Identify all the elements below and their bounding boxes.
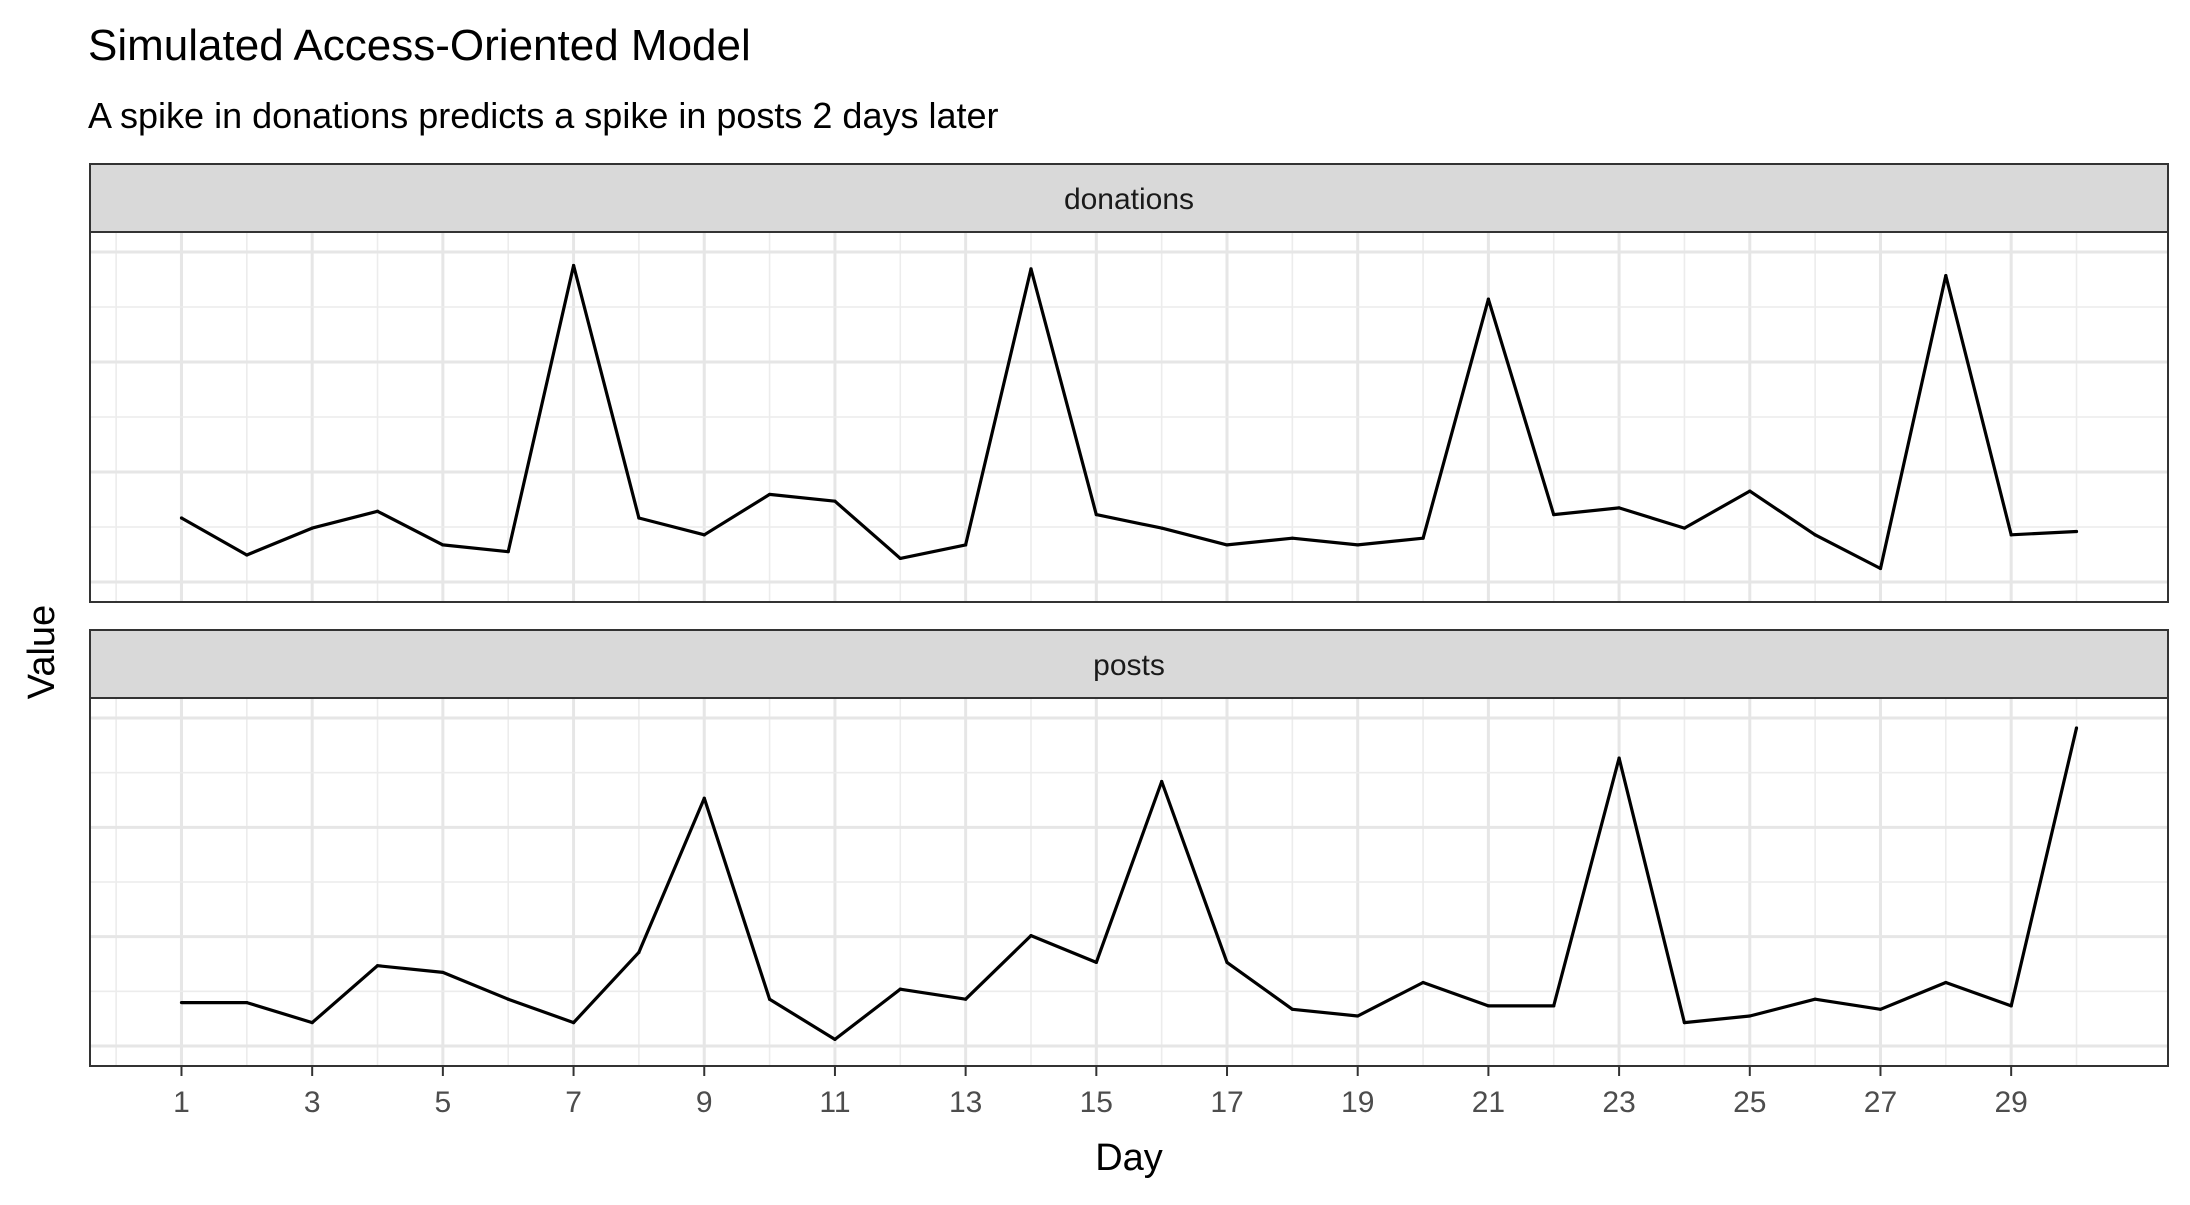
data-point [2009,533,2013,537]
data-point [1290,1007,1294,1011]
data-point [833,499,837,503]
data-point [310,1021,314,1025]
data-point [767,997,772,1001]
data-point [1421,536,1425,540]
data-point [245,553,249,557]
data-point [2009,1004,2013,1008]
facet-strip-label: donations [1064,183,1194,216]
data-point [1552,1004,1556,1008]
data-point [1682,526,1687,530]
data-point [441,970,445,975]
data-point [375,964,380,968]
data-point [702,533,706,537]
data-point [964,997,968,1001]
data-point [1748,1014,1752,1018]
data-point [179,1000,184,1005]
data-point [1356,543,1360,547]
data-point [1160,526,1164,530]
data-point [1486,1004,1491,1008]
data-point [571,263,576,268]
facet-strip [89,163,2169,233]
data-point [1944,980,1948,985]
data-point [1160,779,1164,784]
x-tick-label: 21 [1472,1086,1505,1119]
data-point [1682,1021,1687,1025]
x-tick-label: 17 [1210,1086,1243,1119]
data-point [637,516,641,520]
x-tick-label: 29 [1994,1086,2027,1119]
x-tick-label: 19 [1341,1086,1374,1119]
facet-panels: donations posts [89,163,2169,1067]
facet-donations: donations [89,163,2169,603]
x-tick-label: 11 [819,1086,850,1119]
panel-border [89,231,2169,603]
data-point [2074,529,2079,534]
data-point [375,509,380,513]
data-point [1225,543,1229,547]
facet-posts: posts [89,629,2169,1067]
data-point [1944,273,1948,278]
series-line-posts [181,727,2079,1042]
x-tick-label: 23 [1602,1086,1635,1119]
data-point [1878,566,1883,571]
panel-border [89,697,2169,1067]
series-line-donations [180,263,2077,571]
data-point [310,526,314,530]
data-point [1421,980,1425,985]
x-axis-title: Day [1095,1137,1163,1179]
data-point [1356,1014,1360,1018]
data-point [898,556,902,561]
facet-strip-label: posts [1093,649,1165,682]
facet-strip [89,629,2169,699]
data-point [637,950,641,954]
data-point [1094,513,1098,517]
data-point [1225,960,1229,964]
chart-subtitle: A spike in donations predicts a spike in… [88,95,999,136]
data-point [1029,267,1033,271]
data-point [506,550,510,554]
data-point [767,492,772,497]
data-point [571,1021,576,1025]
data-point [898,987,902,991]
x-tick-label: 27 [1864,1086,1897,1119]
data-point [1290,536,1294,540]
x-tick-label: 3 [304,1086,321,1119]
x-tick-label: 7 [565,1086,582,1119]
x-tick-label: 5 [435,1086,452,1119]
data-point [2074,726,2079,730]
data-point [1813,997,1817,1001]
data-point [702,796,706,800]
data-point [1486,297,1491,301]
data-point [833,1037,837,1041]
data-point [179,516,184,520]
data-point [1748,489,1752,493]
data-point [441,543,445,547]
x-tick-label: 1 [173,1086,190,1119]
data-point [1029,933,1033,938]
x-tick-label: 25 [1733,1086,1766,1119]
x-axis: 1 3 5 7 9 11 13 15 17 19 21 23 25 27 29 [173,1066,2028,1119]
x-tick-label: 15 [1080,1086,1113,1119]
data-point [1552,513,1556,517]
data-point [245,1000,249,1005]
x-tick-label: 9 [696,1086,713,1119]
y-axis-title: Value [21,605,63,699]
data-point [1617,506,1621,510]
data-point [964,543,968,547]
data-point [1813,533,1817,537]
data-point [1094,960,1098,964]
chart-title: Simulated Access-Oriented Model [88,21,751,70]
data-point [506,997,510,1001]
x-tick-label: 13 [949,1086,982,1119]
data-point [1617,756,1621,760]
data-point [1878,1007,1883,1011]
